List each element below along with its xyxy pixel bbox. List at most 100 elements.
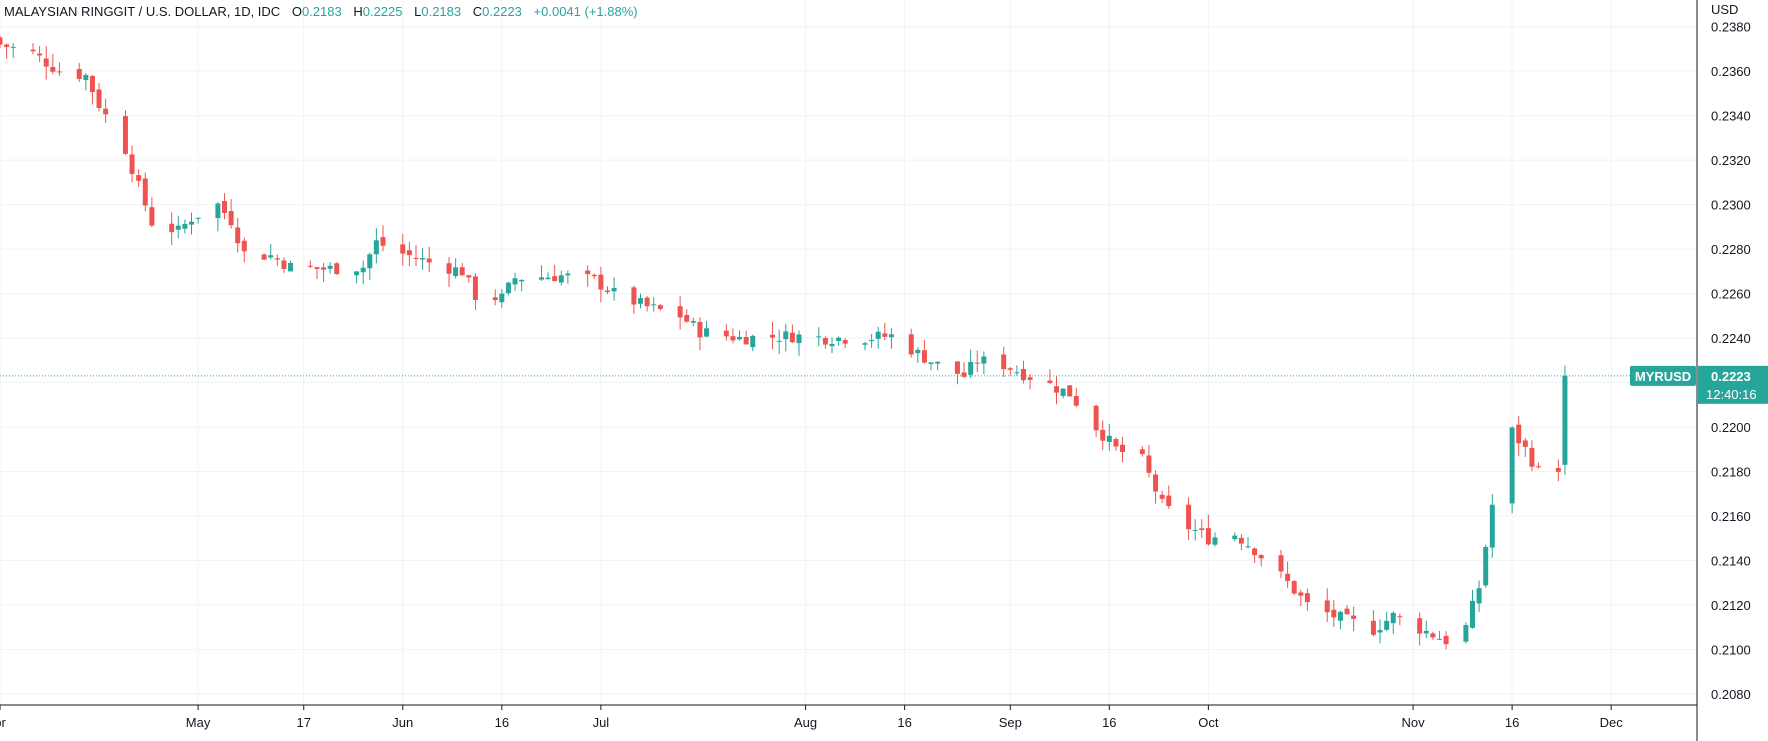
candle-down	[56, 62, 62, 76]
candle-body	[968, 361, 974, 375]
time-tick-label: May	[186, 715, 211, 730]
candle-up	[888, 328, 894, 349]
candle-body	[829, 343, 835, 347]
candle-series	[0, 35, 1568, 650]
last-price-badge-bg	[1698, 365, 1768, 404]
candle-body	[1443, 635, 1449, 645]
price-axis[interactable]: 0.2080 0.2100 0.2120 0.2140 0.2160 0.2180 0.22…	[1711, 20, 1751, 702]
candle-up	[1384, 611, 1390, 632]
price-tick-label: 0.2140	[1711, 553, 1751, 568]
candle-body	[459, 267, 465, 276]
candle-up	[651, 297, 657, 312]
symbol-description[interactable]: MALAYSIAN RINGGIT / U.S. DOLLAR, 1D, IDC	[4, 4, 281, 19]
time-tick-label: Oct	[1198, 715, 1219, 730]
candle-up	[1212, 532, 1218, 547]
candle-body	[1509, 427, 1515, 504]
candle-down	[50, 54, 56, 75]
candle-body	[935, 361, 941, 364]
last-price-badge: 0.2223 12:40:16	[1698, 365, 1768, 404]
candle-body	[743, 336, 749, 345]
candle-body	[1555, 468, 1561, 472]
time-tick-label: 16	[897, 715, 911, 730]
candle-down	[466, 274, 472, 283]
candle-body	[737, 336, 743, 340]
candle-body	[1516, 424, 1522, 444]
candle-body	[1073, 395, 1079, 406]
candle-down	[552, 264, 558, 282]
candle-body	[789, 332, 795, 343]
candle-down	[122, 110, 128, 156]
candle-body	[1093, 405, 1099, 431]
candle-down	[446, 257, 452, 287]
chart-legend: MALAYSIAN RINGGIT / U.S. DOLLAR, 1D, IDC…	[4, 4, 638, 19]
candle-up	[1463, 622, 1469, 644]
candle-down	[1238, 534, 1244, 551]
candle-down	[1370, 610, 1376, 637]
candle-body	[1291, 581, 1297, 594]
candle-body	[730, 336, 736, 341]
candle-up	[704, 321, 710, 338]
candle-down	[1153, 470, 1159, 504]
price-tick-label: 0.2260	[1711, 287, 1751, 302]
candle-up	[875, 326, 881, 349]
candle-down	[228, 199, 234, 229]
candle-down	[961, 362, 967, 378]
candle-body	[103, 108, 109, 115]
candle-down	[37, 46, 43, 63]
candle-body	[1166, 495, 1172, 507]
candle-body	[915, 349, 921, 354]
candle-down	[1139, 446, 1145, 457]
candle-body	[4, 44, 10, 48]
close-value: 0.2223	[482, 4, 522, 19]
ticker-badge-label: MYRUSD	[1635, 369, 1691, 384]
candle-body	[704, 328, 710, 337]
candle-down	[1291, 580, 1297, 596]
candle-body	[420, 258, 426, 260]
candle-body	[505, 282, 511, 294]
candle-down	[1205, 514, 1211, 546]
candle-body	[314, 267, 320, 269]
candle-body	[1258, 554, 1264, 559]
candle-up	[829, 337, 835, 354]
candle-body	[235, 227, 241, 244]
candle-body	[1304, 593, 1310, 603]
candle-body	[1053, 386, 1059, 393]
candle-down	[1199, 519, 1205, 538]
ticker-badge-bg	[1630, 365, 1696, 386]
time-tick-label: Nov	[1402, 715, 1426, 730]
candle-down	[1278, 549, 1284, 579]
candle-body	[770, 334, 776, 338]
candle-down	[1417, 612, 1423, 646]
candle-down	[1001, 346, 1007, 378]
candle-body	[1384, 620, 1390, 630]
candle-up	[10, 43, 16, 59]
candle-body	[149, 207, 155, 226]
candle-up	[268, 244, 274, 260]
candle-body	[1146, 455, 1152, 473]
candle-body	[83, 74, 89, 81]
candle-down	[1331, 600, 1337, 627]
candle-body	[188, 221, 194, 225]
candle-body	[908, 334, 914, 355]
candle-body	[1060, 388, 1066, 396]
candle-down	[908, 328, 914, 358]
candle-up	[1232, 532, 1238, 542]
candle-down	[142, 172, 148, 212]
candle-down	[1529, 440, 1535, 472]
chart-grid	[0, 0, 1697, 705]
candle-down	[400, 233, 406, 266]
candle-down	[129, 145, 135, 183]
candle-body	[1186, 504, 1192, 530]
time-axis[interactable]: pr May 17 Jun 16 Jul Aug 16 Sep 16 Oct Nov 16 Dec	[0, 705, 1623, 730]
candle-down	[1146, 444, 1152, 478]
candle-body	[1139, 449, 1145, 455]
candle-down	[1100, 420, 1106, 450]
time-tick-label: Jul	[593, 715, 610, 730]
candle-body	[43, 58, 49, 67]
candle-body	[862, 343, 868, 345]
candle-down	[657, 303, 663, 311]
candle-down	[1298, 589, 1304, 607]
candle-up	[1483, 544, 1489, 588]
candle-body	[1001, 354, 1007, 370]
